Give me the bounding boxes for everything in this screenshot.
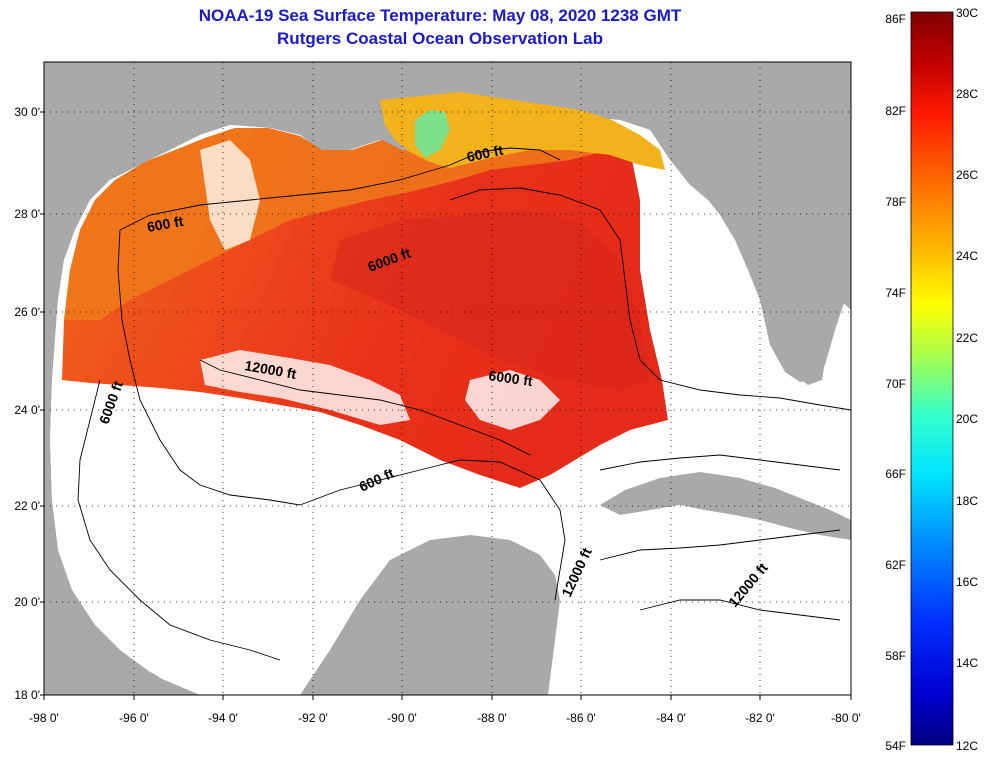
colorbar-c-28: 28C	[956, 87, 979, 101]
lon-tick-92: -92 0'	[298, 711, 328, 725]
lon-tick-90: -90 0'	[387, 711, 417, 725]
cloud-patch-2	[200, 140, 260, 250]
contour-label-6000-east: 6000 ft	[488, 367, 534, 389]
sst-warm-core	[330, 210, 650, 390]
colorbar-f-70: 70F	[885, 377, 906, 391]
lon-tick-98: -98 0'	[29, 711, 59, 725]
colorbar-c-18: 18C	[956, 494, 979, 508]
colorbar-c-24: 24C	[956, 249, 979, 263]
sst-coastal-band	[64, 112, 612, 320]
lon-tick-82: -82 0'	[745, 711, 775, 725]
lon-tick-88: -88 0'	[477, 711, 507, 725]
land-cuba	[600, 472, 851, 540]
lat-tick-18: 18 0'	[14, 688, 40, 702]
contour-label-600-west: 600 ft	[146, 213, 185, 235]
colorbar-c-20: 20C	[956, 412, 979, 426]
grid-lines	[44, 62, 851, 695]
plot-frame	[43, 61, 852, 696]
colorbar-f-58: 58F	[885, 649, 906, 663]
colorbar-c-30: 30C	[956, 6, 979, 20]
lon-tick-80: -80 0'	[831, 711, 861, 725]
lat-tick-24: 24 0'	[14, 403, 40, 417]
map-subtitle: Rutgers Coastal Ocean Observation Lab	[277, 29, 603, 48]
lat-tick-20: 20 0'	[14, 595, 40, 609]
colorbar-c-12: 12C	[956, 739, 979, 753]
colorbar-f-86: 86F	[885, 12, 906, 26]
cloud-patch-3	[465, 370, 560, 430]
bathymetry-contours	[77, 147, 851, 661]
contour-label-600-north: 600 ft	[465, 142, 504, 165]
colorbar-f-82: 82F	[885, 104, 906, 118]
lon-tick-96: -96 0'	[119, 711, 149, 725]
lat-tick-26: 26 0'	[14, 305, 40, 319]
cloud-patch-1	[200, 350, 410, 425]
land-yucatan	[300, 535, 560, 695]
sst-north-band	[380, 92, 665, 170]
lon-tick-86: -86 0'	[566, 711, 596, 725]
colorbar-f-78: 78F	[885, 195, 906, 209]
lat-tick-30: 30 0'	[14, 105, 40, 119]
lon-tick-84: -84 0'	[656, 711, 686, 725]
colorbar-f-66: 66F	[885, 467, 906, 481]
colorbar-c-26: 26C	[956, 168, 979, 182]
colorbar	[910, 11, 954, 746]
sst-cool-patch	[415, 110, 450, 158]
lat-tick-28: 28 0'	[14, 207, 40, 221]
land-florida	[700, 62, 851, 382]
lon-tick-94: -94 0'	[208, 711, 238, 725]
colorbar-f-54: 54F	[885, 739, 906, 753]
land-mexico	[44, 380, 200, 695]
colorbar-c-22: 22C	[956, 331, 979, 345]
colorbar-c-14: 14C	[956, 656, 979, 670]
colorbar-c-16: 16C	[956, 575, 979, 589]
lat-tick-22: 22 0'	[14, 499, 40, 513]
map-title: NOAA-19 Sea Surface Temperature: May 08,…	[198, 6, 682, 25]
colorbar-f-62: 62F	[885, 558, 906, 572]
colorbar-f-74: 74F	[885, 286, 906, 300]
axis-ticks	[40, 111, 852, 700]
